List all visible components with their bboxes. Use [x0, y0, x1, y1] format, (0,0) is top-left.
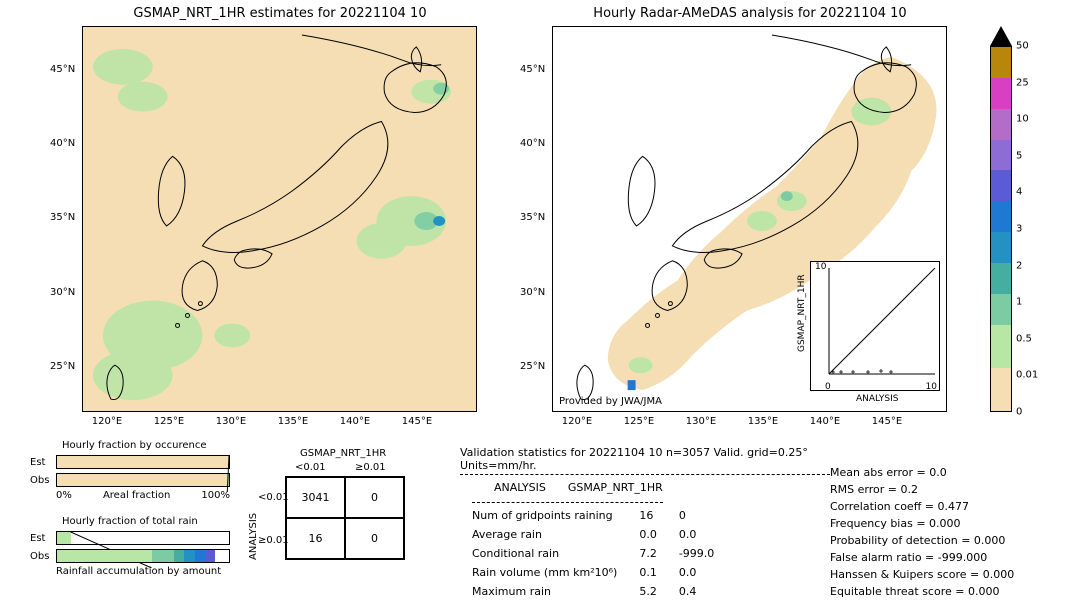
left-xtick: 120°E — [92, 416, 122, 427]
left-ytick: 40°N — [50, 138, 75, 149]
left-ytick: 45°N — [50, 64, 75, 75]
right-ytick: 30°N — [520, 287, 545, 298]
left-map — [82, 26, 477, 412]
provided-by-label: Provided by JWA/JMA — [559, 396, 662, 407]
ct-cell: 3041 — [286, 477, 345, 518]
row-obs2: Obs — [30, 551, 56, 562]
scatter-xlabel: ANALYSIS — [856, 394, 898, 404]
row-est2: Est — [30, 533, 56, 544]
left-ytick: 30°N — [50, 287, 75, 298]
scatter-tick: 10 — [926, 382, 937, 392]
stats-block: Validation statistics for 20221104 10 n=… — [460, 446, 830, 604]
ct-col-label: GSMAP_NRT_1HR — [300, 448, 386, 459]
right-ytick: 25°N — [520, 361, 545, 372]
stats-right-col: Mean abs error = 0.0RMS error = 0.2Corre… — [830, 466, 1014, 602]
ct-colh1: ≥0.01 — [355, 462, 386, 473]
stats-colh: ANALYSIS — [484, 481, 556, 498]
left-ytick: 25°N — [50, 361, 75, 372]
contingency-table: 3041 0 16 0 — [285, 476, 405, 560]
ct-cell: 0 — [345, 518, 404, 559]
right-xtick: 125°E — [624, 416, 654, 427]
ct-colh0: <0.01 — [295, 462, 326, 473]
stats-colh: GSMAP_NRT_1HR — [558, 481, 673, 498]
occurrence-title: Hourly fraction by occurence — [62, 440, 206, 451]
right-ytick: 45°N — [520, 64, 545, 75]
ct-cell: 0 — [345, 477, 404, 518]
left-xtick: 130°E — [216, 416, 246, 427]
left-map-title: GSMAP_NRT_1HR estimates for 20221104 10 — [80, 6, 480, 21]
totalrain-bars: Est Obs Rainfall accumulation by amount — [30, 530, 230, 577]
row-obs: Obs — [30, 475, 56, 486]
right-xtick: 135°E — [748, 416, 778, 427]
left-map-svg — [83, 27, 476, 411]
right-xtick: 140°E — [810, 416, 840, 427]
right-xtick: 120°E — [562, 416, 592, 427]
stats-rows: Num of gridpoints raining160Average rain… — [460, 507, 726, 604]
ct-cell: 16 — [286, 518, 345, 559]
left-xtick: 125°E — [154, 416, 184, 427]
left-xtick: 145°E — [402, 416, 432, 427]
row-est: Est — [30, 457, 56, 468]
colorbar: 00.010.512345102550 — [990, 26, 1012, 412]
right-xtick: 130°E — [686, 416, 716, 427]
scatter-ylabel: GSMAP_NRT_1HR — [797, 274, 807, 352]
left-ytick: 35°N — [50, 212, 75, 223]
stats-header: Validation statistics for 20221104 10 n=… — [460, 446, 830, 472]
right-xtick: 145°E — [872, 416, 902, 427]
scatter-inset: ANALYSIS GSMAP_NRT_1HR 0 10 10 — [810, 261, 940, 391]
scatter-tick: 0 — [825, 382, 831, 392]
left-xtick: 140°E — [340, 416, 370, 427]
right-ytick: 35°N — [520, 212, 545, 223]
scatter-tick: 10 — [815, 262, 826, 272]
left-xtick: 135°E — [278, 416, 308, 427]
right-map-title: Hourly Radar-AMeDAS analysis for 2022110… — [545, 6, 955, 21]
right-ytick: 40°N — [520, 138, 545, 149]
right-map: Provided by JWA/JMA ANALYSIS GSMAP_NRT_1… — [552, 26, 947, 412]
occurrence-bars: Est Obs 0% Areal fraction 100% — [30, 454, 230, 501]
totalrain-title: Hourly fraction of total rain — [62, 516, 198, 527]
